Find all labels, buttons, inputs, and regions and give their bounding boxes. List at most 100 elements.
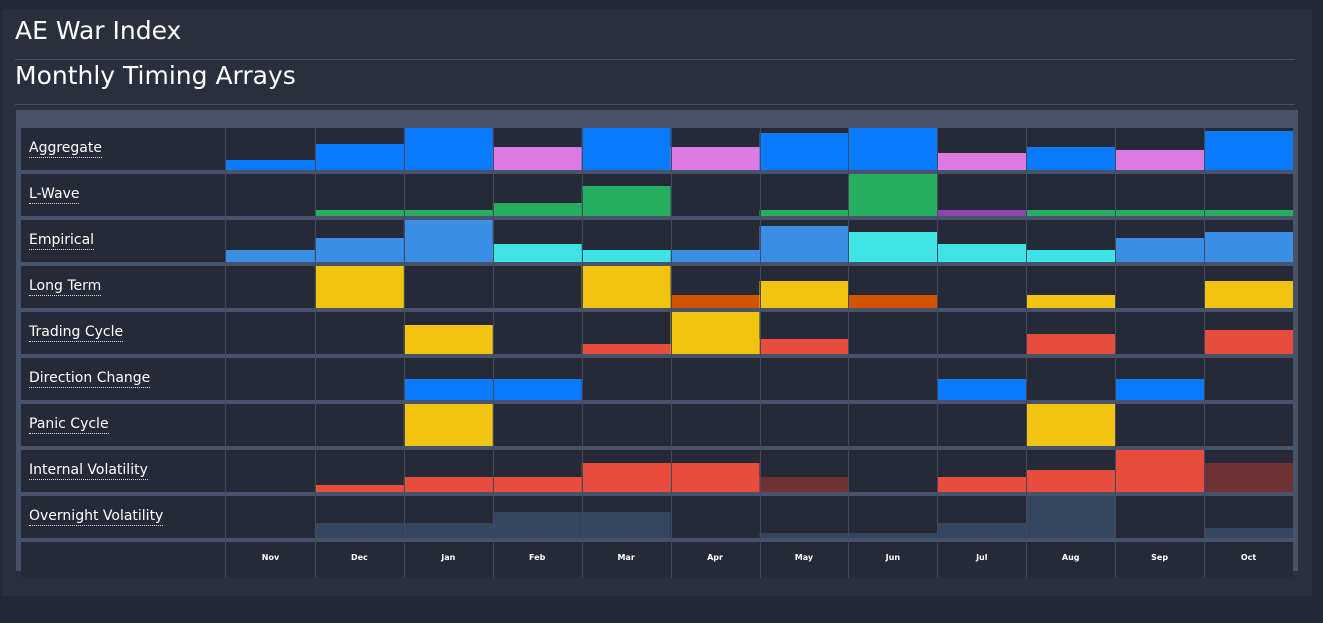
heatmap-bar (492, 203, 582, 216)
subtitle-divider (15, 104, 1295, 105)
heatmap-bar (848, 174, 938, 216)
heatmap-bar (1115, 150, 1205, 170)
title-divider (15, 59, 1295, 60)
heatmap-bar (670, 147, 760, 170)
heatmap-bar (1026, 295, 1116, 308)
heatmap-bar (403, 404, 493, 446)
heatmap-bar (492, 244, 582, 262)
row-label: L-Wave (29, 186, 80, 204)
heatmap-bar (937, 523, 1027, 538)
heatmap-bar (1026, 334, 1116, 354)
heatmap-bar (937, 153, 1027, 170)
heatmap-bar (759, 210, 849, 216)
heatmap-bar (848, 232, 938, 262)
row-background (21, 358, 1293, 400)
heatmap-bar (1026, 470, 1116, 492)
heatmap-bar (1115, 450, 1205, 492)
heatmap-bar (1026, 250, 1116, 262)
row-label: Internal Volatility (29, 462, 148, 480)
heatmap-bar (1204, 281, 1293, 308)
month-tick-label: Dec (350, 553, 368, 562)
heatmap-bar (1204, 330, 1293, 354)
heatmap-bar (848, 295, 938, 308)
heatmap-bar (1115, 210, 1205, 216)
heatmap-bar (848, 128, 938, 170)
month-tick-label: Sep (1151, 553, 1169, 562)
month-tick-label: Jan (441, 553, 456, 562)
heatmap-bar (226, 250, 315, 262)
heatmap-bar (759, 533, 849, 538)
heatmap-bar (1115, 238, 1205, 262)
heatmap-bar (937, 477, 1027, 492)
month-tick-label: Feb (529, 553, 546, 562)
month-tick-label: Mar (617, 553, 635, 562)
heatmap-bar (937, 379, 1027, 400)
heatmap-bar (1115, 379, 1205, 400)
heatmap-bar (937, 244, 1027, 262)
row-label: Long Term (29, 278, 102, 296)
heatmap-bar (314, 238, 404, 262)
heatmap-bar (848, 533, 938, 538)
heatmap-bar (581, 266, 671, 308)
heatmap-bar (492, 379, 582, 400)
heatmap-bar (403, 379, 493, 400)
heatmap-bar (403, 220, 493, 262)
heatmap-bar (403, 523, 493, 538)
heatmap-bar (403, 128, 493, 170)
heatmap-bar (1026, 496, 1116, 538)
heatmap-bar (1204, 210, 1293, 216)
heatmap-bar (759, 133, 849, 170)
chart-subtitle: Monthly Timing Arrays (15, 61, 296, 90)
heatmap-bar (1204, 528, 1293, 538)
month-tick-label: Apr (707, 553, 723, 562)
heatmap-bar (492, 147, 582, 170)
heatmap-bar (581, 128, 671, 170)
heatmap-bar (492, 477, 582, 492)
heatmap-bar (581, 250, 671, 262)
heatmap-bar (314, 485, 404, 492)
heatmap-bar (759, 477, 849, 492)
row-label: Trading Cycle (29, 324, 124, 342)
heatmap-bar (670, 463, 760, 492)
heatmap-bar (581, 463, 671, 492)
row-label: Panic Cycle (29, 416, 109, 434)
heatmap-bar (492, 512, 582, 538)
month-axis-row (21, 542, 1293, 578)
heatmap-bar (314, 523, 404, 538)
heatmap-bar (314, 266, 404, 308)
heatmap-bar (314, 210, 404, 216)
heatmap-bar (937, 210, 1027, 216)
heatmap-bar (1026, 210, 1116, 216)
row-label: Direction Change (29, 370, 151, 388)
heatmap-bar (759, 339, 849, 354)
month-tick-label: Oct (1240, 553, 1257, 562)
heatmap-bar (1026, 404, 1116, 446)
heatmap-bar (226, 160, 315, 170)
heatmap-bar (314, 144, 404, 170)
heatmap-bar (403, 210, 493, 216)
heatmap-bar (670, 295, 760, 308)
heatmap-bar (581, 344, 671, 354)
heatmap-bar (1204, 463, 1293, 492)
page-title: AE War Index (15, 16, 182, 45)
row-label: Empirical (29, 232, 95, 250)
row-label: Aggregate (29, 140, 102, 158)
heatmap-bar (670, 312, 760, 354)
row-label: Overnight Volatility (29, 508, 164, 526)
heatmap-bar (759, 281, 849, 308)
month-tick-label: Aug (1061, 553, 1080, 562)
heatmap-bar (581, 186, 671, 216)
heatmap-bar (670, 250, 760, 262)
heatmap-bar (1204, 232, 1293, 262)
month-tick-label: Jun (885, 553, 901, 562)
month-tick-label: Jul (976, 553, 988, 562)
month-tick-label: May (794, 553, 814, 562)
month-tick-label: Nov (261, 553, 280, 562)
heatmap-bar (403, 325, 493, 354)
heatmap-bar (1026, 147, 1116, 170)
heatmap-bar (403, 477, 493, 492)
heatmap-bar (581, 512, 671, 538)
heatmap-bar (1204, 131, 1293, 170)
heatmap-bar (759, 226, 849, 262)
